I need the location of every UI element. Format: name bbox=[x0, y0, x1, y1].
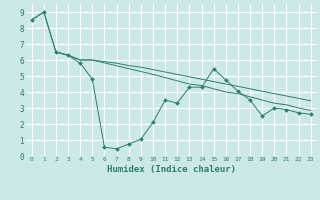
X-axis label: Humidex (Indice chaleur): Humidex (Indice chaleur) bbox=[107, 165, 236, 174]
